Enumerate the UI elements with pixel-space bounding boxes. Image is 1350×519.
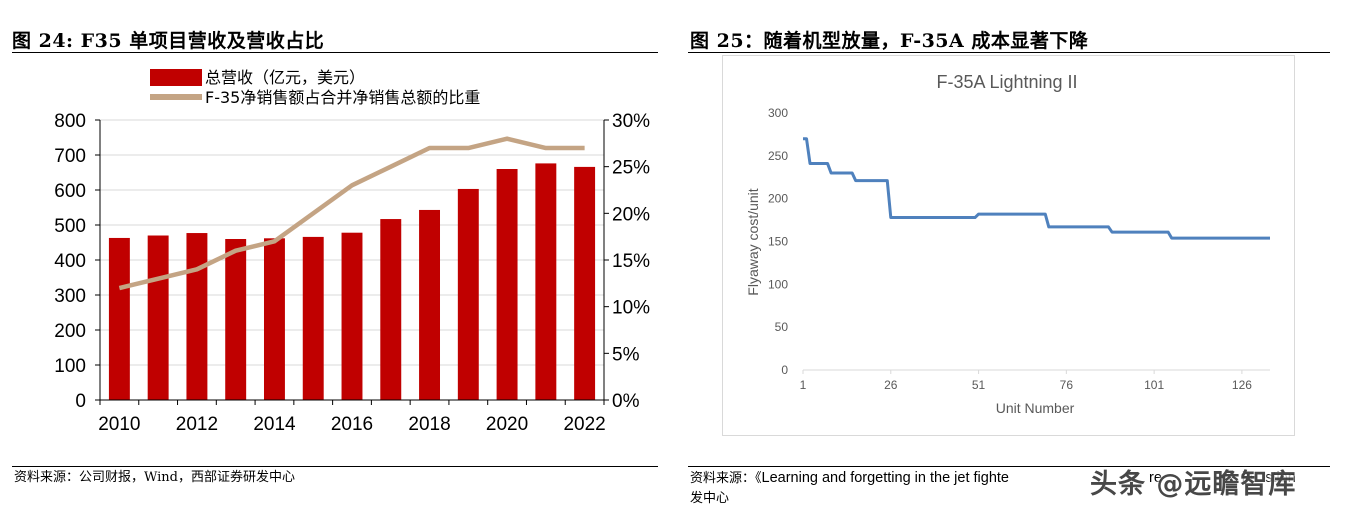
figure-25-bottom-rule: [688, 466, 1330, 467]
chart1-bar: [419, 209, 441, 400]
figure-24-top-rule: [12, 52, 658, 53]
chart1-bar: [147, 235, 169, 400]
chart2-cost-line-path: [803, 137, 1270, 240]
chart2-x-axis-label: Unit Number: [996, 400, 1075, 416]
figure-25-source-title-fragment-3: stion: [1265, 470, 1296, 486]
figure-24-title: 图 24: F35 单项目营收及营收占比: [12, 30, 325, 52]
chart1-left-tick-label: 600: [54, 181, 86, 202]
cost-chart-frame: [722, 55, 1295, 436]
watermark: 头条 @远瞻智库: [1090, 462, 1296, 501]
chart1-left-tick-label: 200: [54, 321, 86, 342]
chart1-bar: [225, 239, 247, 400]
chart2-y-tick-label: 250: [768, 149, 788, 163]
chart2-x-tick-labels: 1 26 51 76 101 126: [800, 378, 1253, 392]
chart1-left-tick-label: 0: [75, 391, 86, 412]
chart1-bar: [457, 188, 479, 400]
chart2-y-axis-label: Flyaway cost/unit: [745, 188, 761, 295]
figure-25-source-title-fragment-2: in: [1241, 470, 1254, 486]
chart2-x-tick-label: 126: [1232, 378, 1252, 392]
chart1-right-tick-label: 0%: [612, 391, 640, 412]
chart1-x-tick-label: 2010: [98, 414, 140, 435]
chart2-y-tick-label: 150: [768, 235, 788, 249]
chart1-right-tick-label: 20%: [612, 204, 650, 225]
revenue-share-chart: 0 100 200 300 400 500 600 700 800 0% 5% 10% 15% 20% 2…: [54, 68, 650, 435]
figure-25-source: 资料来源：《Learning and forgetting in the jet…: [690, 468, 1330, 509]
figure-25-top-rule: [688, 52, 1330, 53]
chart1-left-tick-label: 400: [54, 251, 86, 272]
chart2-x-tick-label: 26: [884, 378, 898, 392]
chart1-x-tick-labels: 2010 2012 2014 2016 2018 2020 2022: [98, 414, 606, 435]
chart1-bar: [574, 166, 596, 400]
chart2-x-tick-label: 76: [1060, 378, 1074, 392]
chart1-left-tick-labels: 0 100 200 300 400 500 600 700 800: [54, 111, 86, 412]
chart1-bar: [496, 169, 518, 400]
chart2-y-tick-label: 50: [775, 320, 789, 334]
chart1-x-tick-label: 2014: [253, 414, 296, 435]
chart1-share-line: [118, 136, 585, 291]
chart1-x-tick-label: 2016: [331, 414, 373, 435]
legend-line-label: F-35净销售额占合并净销售总额的比重: [205, 88, 480, 107]
legend-bar-swatch: [150, 69, 202, 86]
chart1-left-tick-label: 500: [54, 216, 86, 237]
watermark-text: 头条 @远瞻智库: [1090, 469, 1297, 500]
chart1-x-tick-label: 2012: [176, 414, 218, 435]
chart1-x-tick-label: 2022: [563, 414, 605, 435]
chart1-left-tick-label: 300: [54, 286, 86, 307]
figure-24-bottom-rule: [12, 466, 658, 467]
chart2-x-tick-label: 1: [800, 378, 807, 392]
chart1-x-tick-label: 2020: [486, 414, 528, 435]
chart2-title: F-35A Lightning II: [936, 72, 1077, 92]
chart2-cost-line: [802, 137, 1271, 240]
chart2-axes: [802, 369, 1270, 374]
chart2-x-tick-label: 101: [1144, 378, 1164, 392]
chart2-y-tick-label: 0: [781, 363, 788, 377]
chart2-y-tick-label: 300: [768, 106, 788, 120]
chart1-right-tick-labels: 0% 5% 10% 15% 20% 25% 30%: [612, 111, 650, 412]
chart1-bars: [108, 163, 596, 400]
figure-25-source-title-fragment: re: [1149, 470, 1162, 486]
figure-25-title: 图 25：随着机型放量，F-35A 成本显著下降: [690, 30, 1089, 52]
chart1-left-tick-label: 800: [54, 111, 86, 132]
chart1-right-tick-label: 25%: [612, 158, 650, 179]
chart1-bar: [302, 236, 324, 400]
chart1-bar: [535, 163, 557, 400]
chart1-right-tick-label: 15%: [612, 251, 650, 272]
figure-25-source-title: Learning and forgetting in the jet fight…: [761, 470, 1009, 486]
chart1-bar: [380, 219, 402, 400]
figure-25-source-line2: 发中心: [690, 491, 730, 506]
chart1-left-tick-label: 100: [54, 356, 86, 377]
chart1-left-tick-label: 700: [54, 146, 86, 167]
legend-bar-label: 总营收（亿元，美元）: [205, 68, 365, 87]
chart1-axes: [95, 119, 609, 405]
chart2-y-tick-label: 100: [768, 277, 788, 291]
figure-24-source: 资料来源：公司财报，Wind，西部证券研发中心: [14, 470, 295, 485]
chart1-legend: 总营收（亿元，美元） F-35净销售额占合并净销售总额的比重: [150, 68, 480, 107]
figure-25-source-prefix: 资料来源：《: [690, 471, 762, 486]
chart1-bar: [186, 233, 208, 400]
chart1-bar: [341, 232, 363, 400]
chart1-x-tick-label: 2018: [408, 414, 450, 435]
chart1-right-tick-label: 5%: [612, 344, 640, 365]
chart1-bar: [108, 237, 130, 400]
chart1-right-tick-label: 10%: [612, 298, 650, 319]
chart1-bar: [263, 238, 285, 400]
chart2-y-tick-labels: 0 50 100 150 200 250 300: [768, 106, 788, 377]
chart2-y-tick-label: 200: [768, 192, 788, 206]
chart1-right-tick-label: 30%: [612, 111, 650, 132]
chart2-x-tick-label: 51: [972, 378, 986, 392]
